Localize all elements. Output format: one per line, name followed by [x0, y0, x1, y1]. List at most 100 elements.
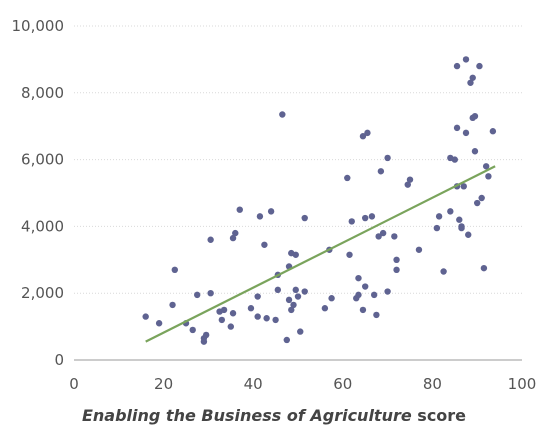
data-point — [391, 233, 398, 240]
data-point — [453, 124, 461, 132]
data-point — [474, 199, 481, 207]
data-point — [274, 286, 282, 294]
data-point — [207, 236, 214, 243]
data-point — [355, 291, 362, 299]
data-point — [227, 323, 234, 330]
data-point — [344, 174, 351, 182]
data-point — [267, 208, 275, 215]
data-point — [462, 129, 470, 137]
data-point — [451, 156, 458, 163]
data-point — [254, 293, 261, 300]
y-tick-label: 4,000 — [21, 217, 64, 235]
data-point — [384, 288, 391, 295]
data-point — [348, 218, 355, 225]
data-point — [171, 266, 178, 274]
data-point — [379, 229, 387, 237]
data-point — [460, 183, 467, 190]
data-point — [471, 148, 479, 155]
data-point — [285, 296, 293, 304]
data-point — [465, 231, 472, 238]
trend-line — [145, 165, 496, 343]
data-point — [202, 331, 210, 339]
data-point — [236, 206, 243, 213]
data-point — [458, 224, 465, 232]
data-point — [377, 168, 385, 175]
data-point — [393, 266, 400, 274]
x-tick-label: 100 — [508, 375, 537, 393]
data-point — [321, 305, 329, 312]
data-point — [489, 128, 497, 135]
data-point — [433, 224, 441, 232]
data-point — [364, 129, 371, 137]
data-point — [447, 208, 454, 215]
data-point — [292, 251, 299, 258]
data-point — [283, 336, 290, 344]
x-tick-label: 0 — [69, 375, 79, 393]
data-point — [453, 62, 461, 70]
x-axis-label-suffix: score — [412, 406, 466, 425]
x-tick-label: 40 — [244, 375, 263, 393]
data-point — [370, 291, 378, 299]
data-point — [478, 194, 485, 202]
data-point — [263, 315, 270, 322]
data-point — [415, 246, 423, 253]
data-point — [476, 62, 483, 70]
data-point — [393, 256, 400, 263]
data-point — [288, 306, 295, 314]
data-point — [368, 213, 376, 220]
data-point — [384, 154, 391, 162]
data-point — [279, 111, 286, 118]
y-tick-label: 6,000 — [21, 151, 64, 169]
data-point — [272, 316, 279, 324]
data-point — [355, 274, 362, 282]
data-point — [456, 216, 463, 223]
data-point — [220, 306, 228, 314]
y-tick-label: 2,000 — [21, 284, 64, 302]
data-point — [362, 214, 369, 222]
x-tick-label: 20 — [154, 375, 173, 393]
y-tick-label: 8,000 — [21, 84, 64, 102]
data-point — [294, 293, 302, 300]
data-point — [469, 74, 476, 81]
data-point — [328, 295, 335, 302]
data-point — [229, 234, 237, 242]
x-tick-label: 80 — [423, 375, 442, 393]
x-axis-label-italic: Enabling the Business of Agriculture — [82, 406, 412, 425]
data-point — [142, 313, 149, 320]
data-point — [207, 290, 214, 297]
data-point — [346, 251, 353, 258]
data-point — [232, 229, 239, 237]
data-point — [375, 233, 382, 240]
data-point — [485, 173, 492, 180]
data-point — [471, 112, 479, 120]
data-point — [218, 316, 226, 324]
data-point — [229, 310, 237, 317]
data-point — [261, 241, 268, 248]
x-tick-label: 60 — [333, 375, 352, 393]
data-point — [169, 301, 176, 309]
data-point — [467, 79, 474, 86]
data-point — [290, 301, 297, 309]
data-point — [194, 291, 201, 299]
y-tick-label: 0 — [54, 351, 64, 369]
data-point — [297, 328, 304, 335]
data-point — [480, 264, 488, 272]
data-point — [482, 163, 490, 170]
data-point — [362, 283, 369, 290]
tick-labels: 0 2,000 4,000 6,000 8,000 10,000 0 20 40 60 80 100 — [12, 17, 537, 393]
data-point — [359, 133, 367, 140]
data-point — [247, 305, 255, 312]
data-point — [404, 181, 411, 188]
data-points — [142, 56, 497, 345]
x-axis-label: Enabling the Business of Agriculture sco… — [82, 406, 466, 425]
data-point — [254, 313, 261, 320]
data-point — [189, 326, 196, 334]
data-point — [406, 176, 414, 183]
data-point — [301, 214, 308, 222]
data-point — [301, 288, 308, 295]
data-point — [155, 320, 163, 327]
data-point — [462, 56, 470, 63]
data-point — [256, 213, 264, 220]
data-point — [440, 268, 447, 275]
